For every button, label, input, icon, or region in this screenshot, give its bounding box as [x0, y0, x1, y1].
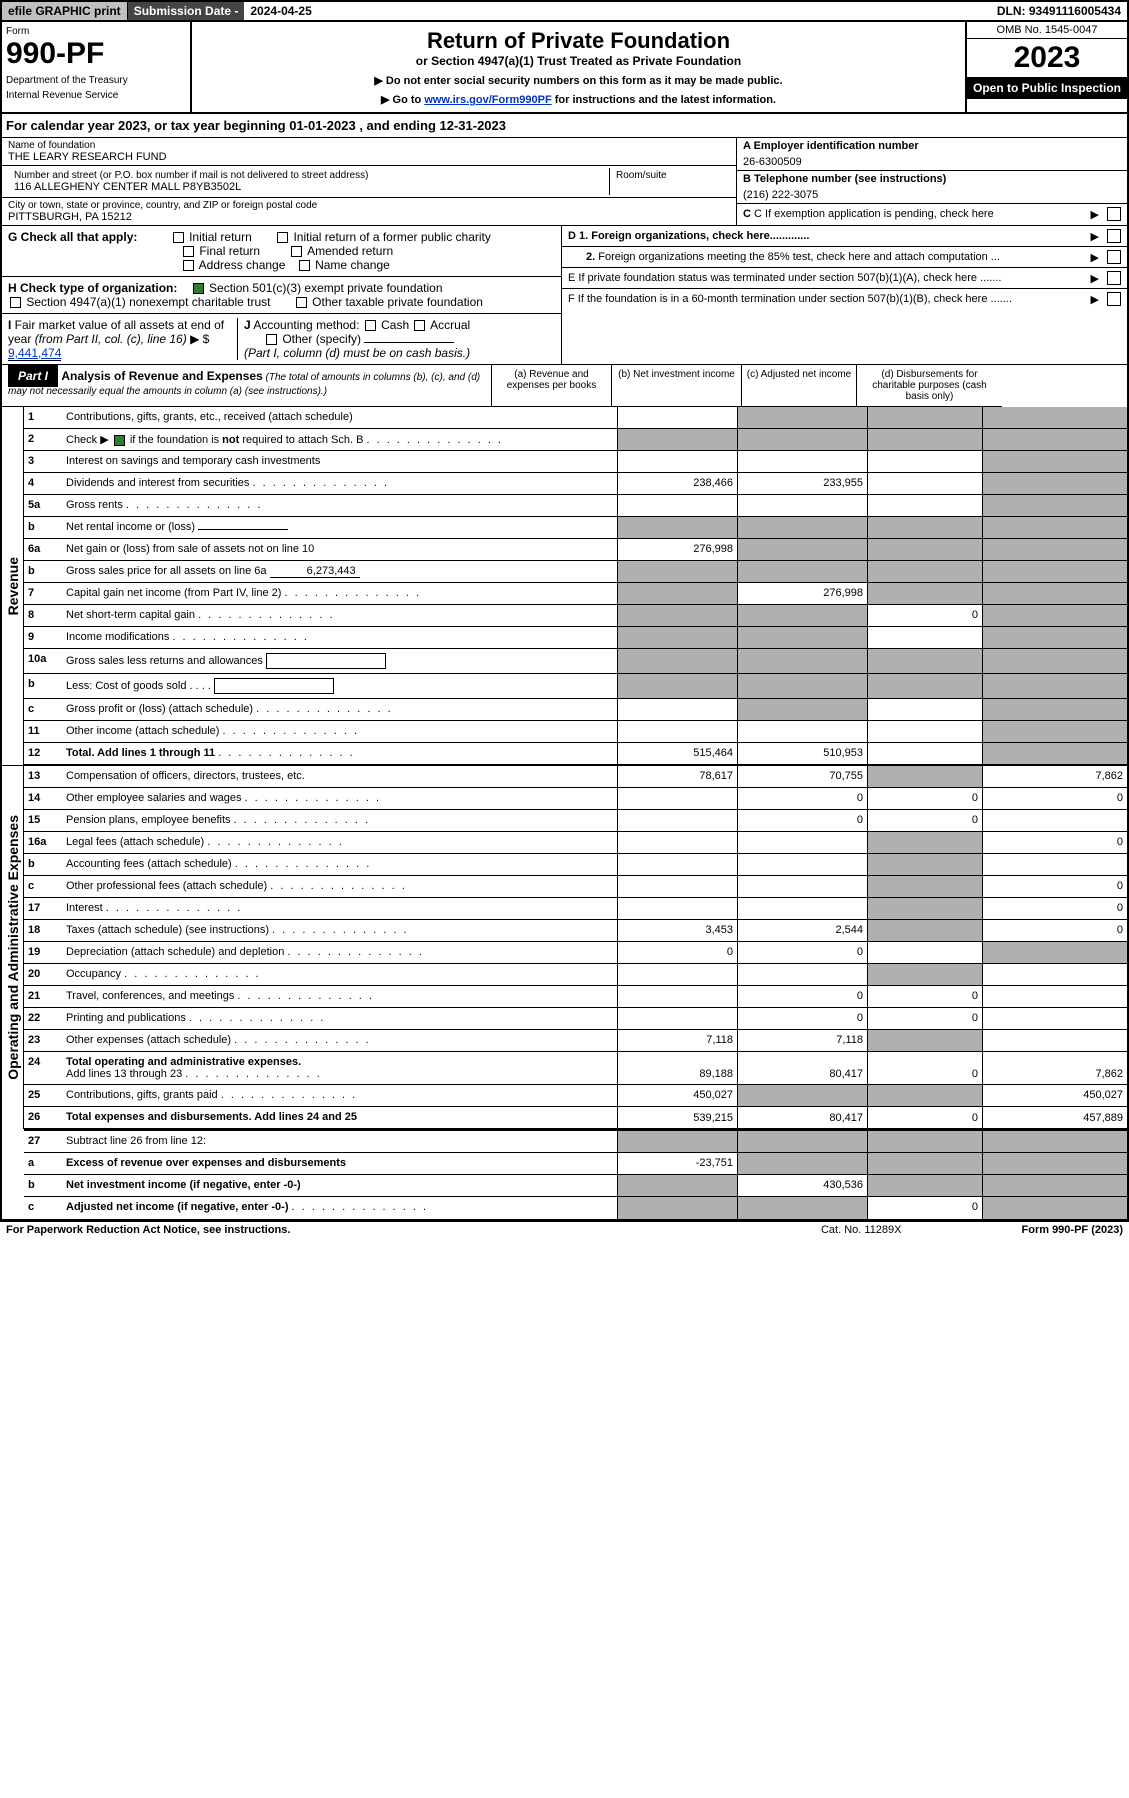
page-footer: For Paperwork Reduction Act Notice, see … — [0, 1221, 1129, 1238]
other-method-cb[interactable] — [266, 334, 277, 345]
form-note-2: ▶ Go to www.irs.gov/Form990PF for instru… — [202, 93, 955, 106]
form-title: Return of Private Foundation — [202, 28, 955, 54]
form-document: Form 990-PF Department of the Treasury I… — [0, 22, 1129, 1221]
expenses-label: Operating and Administrative Expenses — [2, 766, 24, 1129]
part1-header: Part I Analysis of Revenue and Expenses … — [2, 365, 1127, 407]
cash-cb[interactable] — [365, 320, 376, 331]
checks-block: G Check all that apply: Initial return I… — [2, 226, 1127, 365]
col-d-hdr: (d) Disbursements for charitable purpose… — [857, 365, 1002, 407]
address-change-cb[interactable] — [183, 260, 194, 271]
c-checkbox[interactable] — [1107, 207, 1121, 221]
d2-row: 2. Foreign organizations meeting the 85%… — [562, 247, 1127, 268]
foundation-name: THE LEARY RESEARCH FUND — [8, 151, 730, 163]
form-subtitle: or Section 4947(a)(1) Trust Treated as P… — [202, 54, 955, 68]
form-ref: Form 990-PF (2023) — [1022, 1224, 1124, 1236]
form-header: Form 990-PF Department of the Treasury I… — [2, 22, 1127, 114]
dept-treasury: Department of the Treasury — [6, 75, 186, 86]
form-note-1: ▶ Do not enter social security numbers o… — [202, 74, 955, 87]
col-a-hdr: (a) Revenue and expenses per books — [492, 365, 612, 407]
col-b-hdr: (b) Net investment income — [612, 365, 742, 407]
line27-block: 27Subtract line 26 from line 12: aExcess… — [24, 1129, 1127, 1219]
f-row: F If the foundation is in a 60-month ter… — [562, 289, 1127, 309]
accrual-cb[interactable] — [414, 320, 425, 331]
form-title-block: Return of Private Foundation or Section … — [192, 22, 967, 112]
c-pending: C C If exemption application is pending,… — [737, 204, 1127, 224]
street-address: 116 ALLEGHENY CENTER MALL P8YB3502L — [14, 181, 603, 193]
submission-label: Submission Date - — [128, 2, 245, 20]
final-return-cb[interactable] — [183, 246, 194, 257]
open-public: Open to Public Inspection — [967, 77, 1127, 99]
d1-cb[interactable] — [1107, 229, 1121, 243]
city-row: City or town, state or province, country… — [2, 198, 736, 225]
ein: 26-6300509 — [743, 152, 1121, 168]
4947-cb[interactable] — [10, 297, 21, 308]
f-cb[interactable] — [1107, 292, 1121, 306]
form-label: Form — [6, 26, 186, 37]
part1-tab: Part I — [8, 365, 58, 387]
name-change-cb[interactable] — [299, 260, 310, 271]
other-taxable-cb[interactable] — [296, 297, 307, 308]
col-c-hdr: (c) Adjusted net income — [742, 365, 857, 407]
entity-info: Name of foundation THE LEARY RESEARCH FU… — [2, 138, 1127, 226]
tax-year: 2023 — [967, 39, 1127, 77]
revenue-section: Revenue 1Contributions, gifts, grants, e… — [2, 407, 1127, 765]
501c3-cb[interactable] — [193, 283, 204, 294]
schb-cb[interactable] — [114, 435, 125, 446]
city-state-zip: PITTSBURGH, PA 15212 — [8, 211, 730, 223]
e-cb[interactable] — [1107, 271, 1121, 285]
h-row: H Check type of organization: Section 50… — [2, 277, 561, 314]
room-suite: Room/suite — [610, 168, 730, 195]
submission-date: 2024-04-25 — [244, 2, 317, 20]
d1-row: D 1. Foreign organizations, check here..… — [562, 226, 1127, 247]
fmv[interactable]: 9,441,474 — [8, 346, 61, 361]
expenses-section: Operating and Administrative Expenses 13… — [2, 765, 1127, 1129]
initial-return-cb[interactable] — [173, 232, 184, 243]
revenue-label: Revenue — [2, 407, 24, 765]
omb-number: OMB No. 1545-0047 — [967, 22, 1127, 39]
pra-notice: For Paperwork Reduction Act Notice, see … — [6, 1224, 290, 1236]
form-year-block: OMB No. 1545-0047 2023 Open to Public In… — [967, 22, 1127, 112]
g-row: G Check all that apply: Initial return I… — [2, 226, 561, 277]
amended-cb[interactable] — [291, 246, 302, 257]
initial-public-cb[interactable] — [277, 232, 288, 243]
cat-no: Cat. No. 11289X — [821, 1224, 902, 1236]
tel-row: B Telephone number (see instructions) (2… — [737, 171, 1127, 204]
top-bar: efile GRAPHIC print Submission Date - 20… — [0, 0, 1129, 22]
telephone: (216) 222-3075 — [743, 185, 1121, 201]
form-id-block: Form 990-PF Department of the Treasury I… — [2, 22, 192, 112]
irs-link[interactable]: www.irs.gov/Form990PF — [424, 94, 551, 106]
e-row: E If private foundation status was termi… — [562, 268, 1127, 289]
ein-row: A Employer identification number 26-6300… — [737, 138, 1127, 171]
efile-label[interactable]: efile GRAPHIC print — [2, 2, 128, 20]
d2-cb[interactable] — [1107, 250, 1121, 264]
address-row: Number and street (or P.O. box number if… — [2, 166, 736, 198]
form-number: 990-PF — [6, 37, 186, 71]
dln: DLN: 93491116005434 — [991, 2, 1127, 20]
ij-row: I Fair market value of all assets at end… — [2, 314, 561, 364]
name-row: Name of foundation THE LEARY RESEARCH FU… — [2, 138, 736, 166]
irs-label: Internal Revenue Service — [6, 90, 186, 101]
calendar-year: For calendar year 2023, or tax year begi… — [2, 114, 1127, 138]
